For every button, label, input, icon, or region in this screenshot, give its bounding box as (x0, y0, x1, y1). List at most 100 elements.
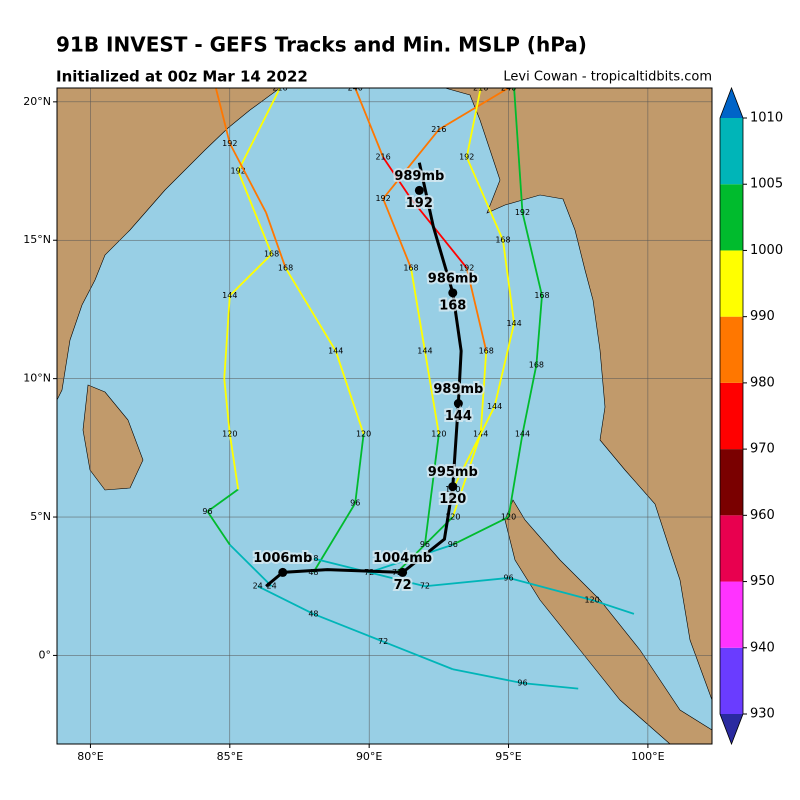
southeast-asia (444, 88, 712, 701)
pressure-label: 989mb (394, 169, 444, 184)
hour-label: 120 (439, 492, 466, 507)
hour-label: 192 (375, 194, 390, 203)
track-segment (465, 88, 482, 158)
colorbar: 930 940 950 960 970 980 990 1000 1005 1010 (719, 86, 783, 746)
hour-label: 48 (308, 554, 318, 563)
colorbar-label: 1010 (750, 111, 783, 126)
track-segment (438, 88, 509, 131)
track-segment (410, 198, 468, 269)
hour-label: 240 (348, 84, 363, 93)
hour-label: 168 (439, 298, 466, 313)
mean-track-point (448, 482, 458, 492)
track-segment (522, 682, 579, 690)
track-segment (382, 128, 440, 200)
track-segment (334, 350, 365, 435)
hour-label: 72 (420, 582, 430, 591)
track-segment (479, 350, 488, 435)
hour-label: 192 (231, 167, 246, 176)
colorbar-bin (720, 647, 743, 714)
x-tick-label: 90°E (356, 750, 382, 763)
colorbar-label: 980 (750, 375, 775, 390)
hour-label: 72 (378, 637, 388, 646)
hour-label: 120 (501, 513, 516, 522)
pressure-label: 989mb (433, 382, 483, 397)
colorbar-label: 1005 (750, 177, 783, 192)
colorbar-bin (720, 515, 743, 582)
hour-label: 48 (308, 609, 318, 618)
grid: 80°E 85°E 90°E 95°E 100°E 0° 5°N 10°N 15°N 20°N (23, 88, 712, 763)
credit: Levi Cowan - tropicaltidbits.com (503, 70, 712, 85)
x-tick-label: 95°E (495, 750, 521, 763)
track-segment (521, 212, 543, 296)
pressure-label: 1004mb (373, 551, 432, 566)
track-segment (257, 585, 314, 615)
hour-label: 24 (267, 582, 277, 591)
hour-label: 168 (264, 250, 279, 259)
hour-label: 168 (495, 236, 510, 245)
track-segment (591, 599, 635, 615)
hour-label: 120 (356, 429, 371, 438)
hour-label: 96 (350, 499, 360, 508)
x-tick-label: 80°E (77, 750, 103, 763)
hour-label: 96 (503, 573, 513, 582)
x-tick-label: 85°E (217, 750, 243, 763)
mean-track: 1006mb 1004mb 72 995mb 120 989mb 144 986mb 168 98… (251, 162, 485, 595)
hour-label: 120 (222, 429, 237, 438)
hour-label: 192 (222, 139, 237, 148)
hour-label: 96 (202, 507, 212, 516)
track-segment (237, 170, 273, 255)
colorbar-bin (720, 118, 743, 185)
track-segment (237, 88, 281, 172)
mean-track-point (278, 567, 288, 577)
track-segment (229, 544, 273, 587)
hour-label: 168 (529, 360, 544, 369)
track-segment (382, 640, 454, 671)
track-segment (206, 510, 231, 546)
y-tick-label: 0° (39, 648, 52, 661)
colorbar-bin (720, 581, 743, 648)
map-frame (56, 87, 713, 745)
track-segment (465, 156, 504, 241)
mean-track-point (448, 288, 458, 298)
pressure-label: 986mb (428, 271, 478, 286)
mean-track-point (453, 399, 463, 409)
pressure-label: 1006mb (253, 551, 312, 566)
hour-label: 144 (506, 319, 521, 328)
hour-label: 192 (459, 263, 474, 272)
hour-label: 120 (445, 513, 460, 522)
sumatra (504, 499, 712, 744)
colorbar-bin (720, 382, 743, 450)
colorbar-bin (720, 184, 743, 251)
colorbar-label: 960 (750, 508, 775, 523)
track-segment (354, 433, 365, 504)
colorbar-bin (720, 250, 743, 317)
hour-label: 144 (515, 429, 530, 438)
hour-label: 192 (459, 153, 474, 162)
track-segment (229, 142, 267, 213)
pressure-label: 995mb (428, 465, 478, 480)
track-segment (535, 295, 543, 365)
track-segment (465, 267, 488, 352)
mean-track-point (398, 567, 408, 577)
track-segment (206, 488, 239, 513)
y-tick-label: 20°N (23, 95, 51, 108)
hour-label: 120 (431, 429, 446, 438)
track-segment (452, 668, 523, 684)
track-segment (508, 577, 593, 601)
colorbar-label: 950 (750, 574, 775, 589)
track-segment (521, 364, 538, 435)
track-segment (284, 267, 337, 352)
track-segment (223, 295, 231, 379)
track-segment (452, 516, 509, 546)
y-tick-label: 10°N (23, 372, 51, 385)
hour-label: 144 (222, 291, 237, 300)
track-segment (313, 613, 384, 643)
hour-label: 216 (272, 84, 287, 93)
colorbar-label: 970 (750, 442, 775, 457)
hour-label: 192 (406, 196, 433, 211)
track-segment (382, 198, 412, 269)
hour-label: 72 (394, 578, 412, 593)
hour-label: 24 (253, 582, 263, 591)
track-segment (451, 405, 496, 490)
